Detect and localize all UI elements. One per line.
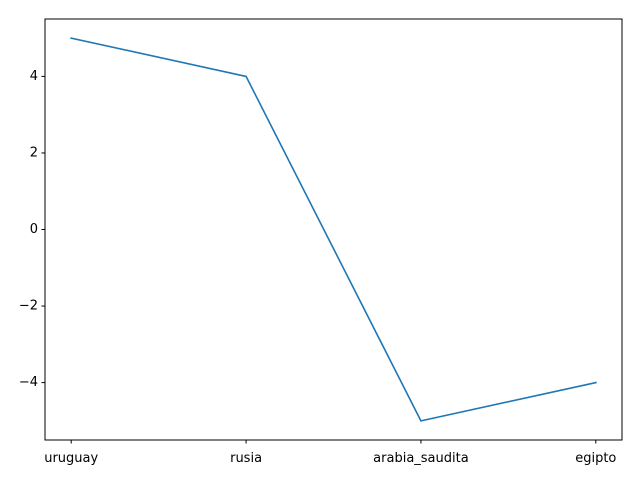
y-tick-label: 4	[30, 69, 38, 84]
plot-area-frame	[44, 18, 623, 441]
data-point-egipto	[595, 381, 597, 384]
y-tick-label: 0	[30, 222, 38, 237]
data-point-rusia	[245, 75, 247, 78]
y-tick-label: 2	[30, 145, 38, 160]
x-tick-label: uruguay	[44, 451, 98, 466]
series-line	[70, 37, 597, 422]
x-tick-label: arabia_saudita	[373, 451, 469, 466]
data-point-uruguay	[70, 37, 72, 39]
x-tick-label: rusia	[230, 451, 262, 466]
series-layer	[70, 37, 597, 422]
x-axis: uruguay rusia arabia_saudita egipto	[44, 440, 616, 466]
x-tick-label: egipto	[575, 451, 616, 466]
y-tick-label: −4	[19, 375, 38, 390]
data-point-arabia_saudita	[420, 420, 422, 422]
y-axis: −4 −2 0 2 4	[19, 69, 45, 390]
y-tick-label: −2	[19, 299, 38, 314]
